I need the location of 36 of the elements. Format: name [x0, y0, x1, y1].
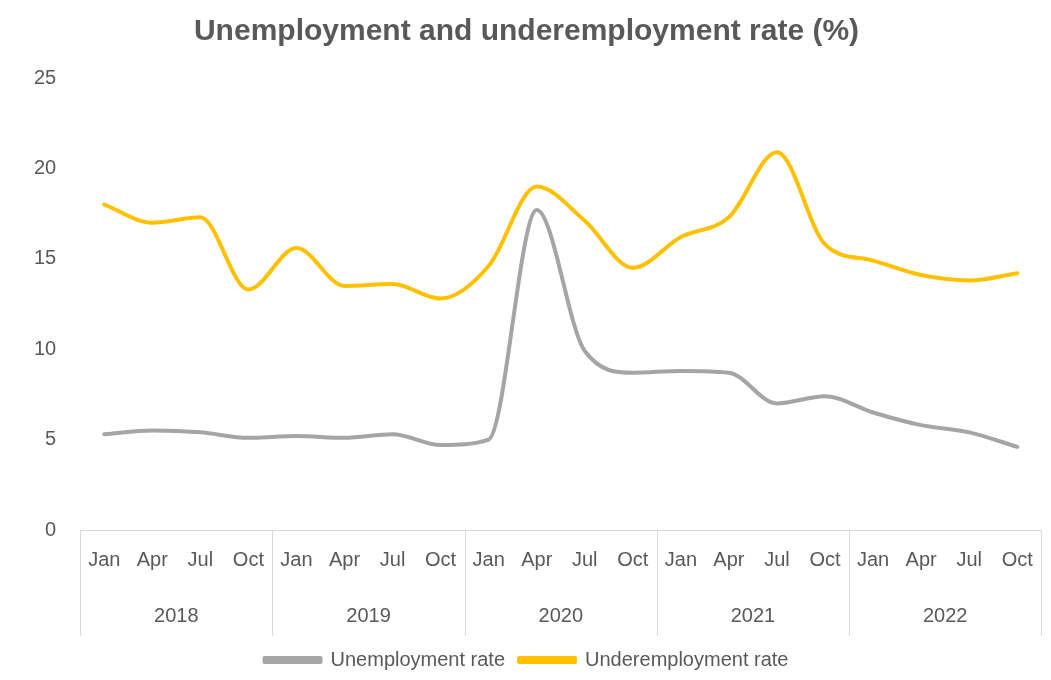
x-tick-label: Jul	[956, 547, 982, 570]
x-tick-label: Oct	[1001, 547, 1034, 570]
y-tick-label: 15	[34, 246, 57, 269]
y-tick-label: 0	[45, 517, 57, 540]
x-tick-label: Oct	[809, 547, 842, 570]
y-tick-label: 10	[34, 336, 57, 359]
y-tick-label: 5	[45, 427, 57, 450]
x-tick-label: Jan	[88, 547, 121, 570]
x-tick-label: Jan	[856, 547, 890, 570]
line-series	[102, 150, 1020, 301]
x-tick-label: Jan	[472, 547, 505, 570]
x-tick-label: Jul	[571, 547, 598, 570]
x-tick-label: Apr	[136, 547, 169, 570]
y-tick-label: 20	[34, 155, 57, 178]
legend-label: Underemployment rate	[585, 647, 789, 670]
x-tick-label: Jan	[664, 547, 698, 570]
text: 2020	[538, 603, 584, 626]
x-tick-label: Oct	[232, 547, 265, 570]
x-tick-label: Oct	[425, 547, 457, 570]
text: 2018	[154, 603, 199, 626]
x-tick-label: Jul	[764, 547, 790, 570]
legend-label: Unemployment rate	[330, 647, 506, 670]
x-tick-label: Oct	[617, 547, 649, 570]
x-tick-label: Jan	[280, 547, 313, 570]
text: 2022	[922, 603, 968, 626]
x-tick-label: Apr	[905, 547, 938, 570]
text: 2019	[346, 603, 391, 626]
y-tick-label: 25	[34, 65, 57, 88]
x-tick-label: Jul	[379, 547, 406, 570]
x-tick-label: Apr	[328, 547, 361, 570]
text: 2021	[730, 603, 776, 626]
line-series	[102, 207, 1020, 449]
x-tick-label: Apr	[713, 547, 745, 570]
x-tick-label: Apr	[521, 547, 553, 570]
x-tick-label: Jul	[187, 547, 214, 570]
chart-title: Unemployment and underemployment rate (%)	[193, 13, 860, 47]
